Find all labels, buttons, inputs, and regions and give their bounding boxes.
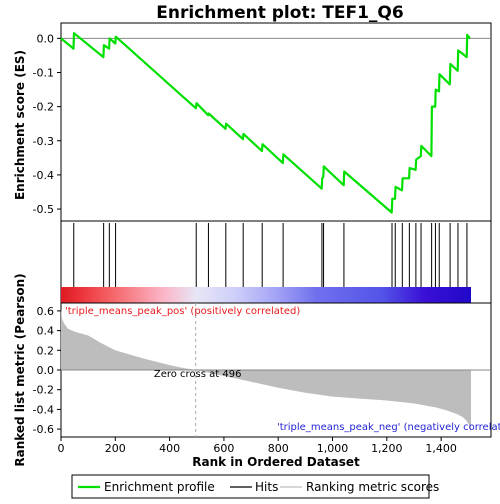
- metric-y-tick-label: -0.4: [33, 403, 54, 416]
- es-y-axis-label: Enrichment score (ES): [13, 50, 27, 200]
- x-tick-label: 400: [159, 442, 180, 455]
- legend: Enrichment profile Hits Ranking metric s…: [71, 474, 439, 499]
- es-y-tick-label: -0.4: [33, 169, 54, 182]
- es-panel: 0.0 -0.1 -0.2 -0.3 -0.4 -0.5 Enrichment score…: [13, 22, 492, 222]
- x-axis-label: Rank in Ordered Dataset: [192, 455, 360, 469]
- metric-y-tick-label: -0.2: [33, 384, 54, 397]
- zero-cross-label: Zero cross at 496: [154, 369, 242, 380]
- x-tick-label: 1,400: [425, 442, 457, 455]
- metric-panel: 0.6 0.4 0.2 0.0 -0.2 -0.4 -0.6 'triple_means_p…: [13, 273, 500, 466]
- x-tick-label: 0: [58, 442, 65, 455]
- legend-enrichment-profile: Enrichment profile: [104, 480, 215, 494]
- es-y-tick-label: -0.1: [33, 67, 54, 80]
- x-axis-ticks: 0 200 400 600 800 1,000 1,200 1,400: [58, 437, 457, 455]
- metric-y-axis-label: Ranked list metric (Pearson): [13, 273, 27, 466]
- legend-ranking-metric: Ranking metric scores: [306, 480, 439, 494]
- es-y-tick-label: -0.2: [33, 101, 54, 114]
- positive-correlation-label: 'triple_means_peak_pos' (positively corr…: [65, 306, 300, 317]
- x-tick-label: 1,200: [371, 442, 403, 455]
- es-y-tick-label: 0.0: [37, 32, 55, 45]
- hits-panel: [60, 220, 492, 304]
- es-y-tick-label: -0.5: [33, 203, 54, 216]
- ranking-heat-bar: [61, 287, 471, 303]
- metric-y-tick-label: 0.2: [37, 344, 55, 357]
- hit-lines: [73, 223, 468, 287]
- x-tick-label: 200: [105, 442, 126, 455]
- enrichment-profile-line: [60, 32, 471, 214]
- metric-y-tick-label: 0.6: [37, 305, 55, 318]
- es-y-tick-label: -0.3: [33, 135, 54, 148]
- x-tick-label: 600: [213, 442, 234, 455]
- negative-correlation-label: 'triple_means_peak_neg' (negatively corr…: [277, 422, 500, 433]
- metric-y-tick-label: 0.4: [37, 325, 55, 338]
- chart-title: Enrichment plot: TEF1_Q6: [156, 3, 403, 23]
- x-tick-label: 1,000: [317, 442, 349, 455]
- x-tick-label: 800: [268, 442, 289, 455]
- metric-y-tick-label: -0.6: [33, 423, 54, 436]
- metric-y-ticks: 0.6 0.4 0.2 0.0 -0.2 -0.4 -0.6: [33, 305, 61, 436]
- metric-y-tick-label: 0.0: [37, 364, 55, 377]
- legend-hits: Hits: [255, 480, 278, 494]
- es-y-ticks: 0.0 -0.1 -0.2 -0.3 -0.4 -0.5: [33, 32, 61, 216]
